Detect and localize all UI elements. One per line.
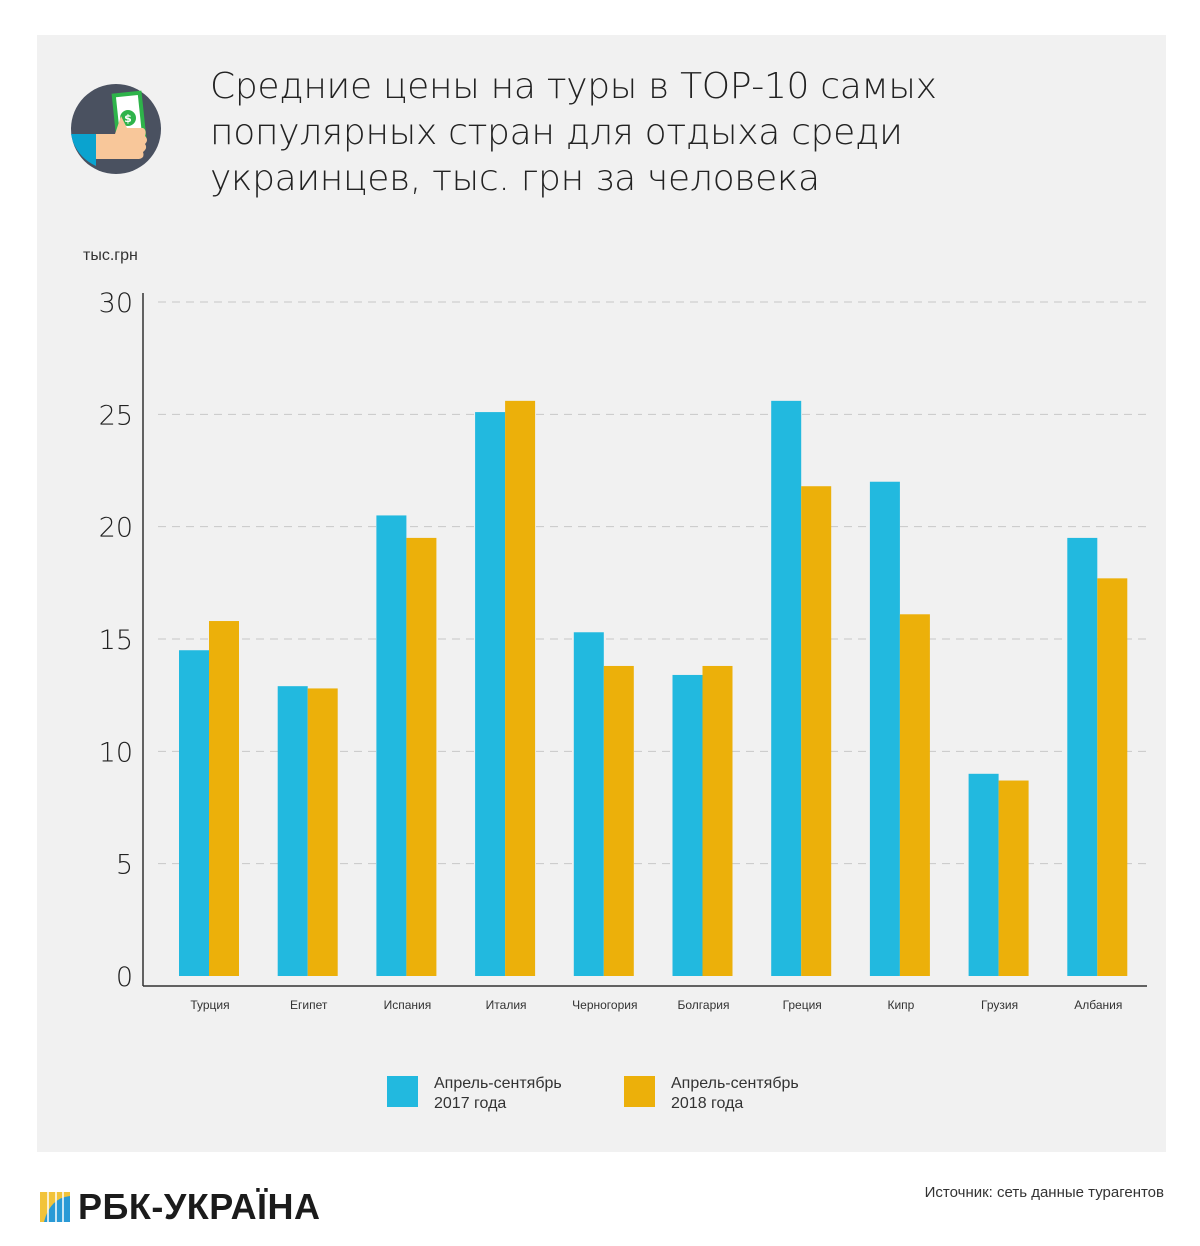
svg-text:$: $ — [124, 112, 132, 125]
bar-2017 — [179, 650, 209, 976]
y-tick-label: 30 — [99, 288, 133, 319]
bar-2018 — [899, 614, 930, 976]
legend-label-line1: Апрель-сентябрь — [434, 1075, 562, 1092]
bar-2017 — [672, 674, 703, 976]
bar-2017 — [573, 632, 604, 976]
bar-chart: 0 5 10 15 20 25 30 Турция Египет Испания Италия Чер… — [99, 288, 1147, 1012]
bar-2018 — [505, 400, 536, 976]
x-tick-label: Албания — [1074, 998, 1122, 1012]
legend-label-line2: 2017 года — [434, 1095, 507, 1112]
x-tick-label: Италия — [486, 998, 527, 1012]
bar-2018 — [406, 537, 437, 976]
bar-2018 — [1097, 578, 1128, 976]
y-tick-label: 15 — [99, 625, 133, 656]
legend-label-line1: Апрель-сентябрь — [671, 1075, 799, 1092]
x-tick-label: Черногория — [572, 998, 637, 1012]
legend-swatch-2018 — [624, 1076, 655, 1107]
bar-2017 — [475, 412, 506, 976]
legend-item-2017: Апрель-сентябрь 2017 года — [387, 1074, 562, 1114]
bar-2018 — [801, 486, 832, 976]
logo-text: РБК-УКРАЇНА — [78, 1186, 321, 1227]
logo-mark-icon — [40, 1192, 70, 1222]
x-tick-label: Болгария — [678, 998, 730, 1012]
x-tick-label: Грузия — [981, 998, 1018, 1012]
legend-swatch-2017 — [387, 1076, 418, 1107]
chart-title: Средние цены на туры в ТОР-10 самых попу… — [210, 66, 937, 199]
y-tick-label: 5 — [116, 850, 133, 881]
money-in-hand-icon: $ — [71, 84, 161, 174]
bar-2017 — [376, 515, 407, 976]
y-tick-label: 25 — [99, 400, 133, 431]
bar-2017 — [1067, 537, 1098, 976]
bar-2018 — [998, 780, 1029, 976]
source-note: Источник: сеть данные турагентов — [924, 1184, 1164, 1201]
bar-2017 — [968, 773, 999, 976]
rbc-ukraine-logo: РБК-УКРАЇНА — [40, 1186, 321, 1228]
x-tick-label: Испания — [384, 998, 432, 1012]
x-tick-label: Кипр — [887, 998, 914, 1012]
legend-item-2018: Апрель-сентябрь 2018 года — [624, 1074, 799, 1114]
x-tick-label: Турция — [190, 998, 229, 1012]
bar-2018 — [702, 665, 733, 976]
x-tick-label: Греция — [783, 998, 822, 1012]
bar-2017 — [277, 686, 308, 976]
legend-label-line2: 2018 года — [671, 1095, 744, 1112]
bar-2017 — [869, 481, 900, 976]
bar-2017 — [771, 400, 802, 976]
y-axis-label: тыс.грн — [83, 247, 138, 264]
x-tick-label: Египет — [290, 998, 328, 1012]
bar-2018 — [603, 665, 634, 976]
y-tick-label: 10 — [99, 737, 133, 768]
y-tick-label: 20 — [99, 513, 133, 544]
bar-2018 — [209, 621, 239, 976]
y-tick-label: 0 — [116, 962, 133, 993]
bar-2018 — [307, 688, 338, 976]
